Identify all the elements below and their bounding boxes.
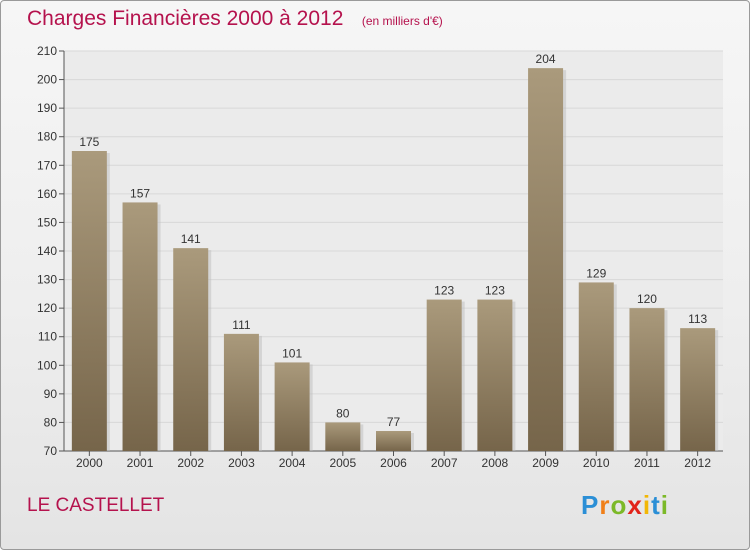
bar	[274, 362, 310, 451]
bar	[71, 151, 107, 451]
x-tick-label: 2004	[279, 456, 306, 470]
logo-letter: i	[642, 490, 652, 520]
y-tick-label: 120	[37, 301, 57, 315]
bar	[578, 282, 614, 451]
bar-value-label: 120	[637, 292, 657, 306]
bar	[173, 248, 209, 451]
bar	[325, 422, 361, 451]
y-tick-label: 90	[44, 387, 58, 401]
bar-value-label: 111	[232, 318, 251, 332]
bar-value-label: 80	[336, 406, 350, 420]
x-tick-label: 2009	[532, 456, 559, 470]
x-tick-label: 2006	[380, 456, 407, 470]
y-tick-label: 100	[37, 358, 57, 372]
y-tick-label: 140	[37, 244, 57, 258]
y-tick-label: 80	[44, 415, 58, 429]
x-tick-label: 2003	[228, 456, 255, 470]
commune-name: LE CASTELLET	[27, 495, 165, 516]
bar-value-label: 157	[130, 186, 150, 200]
y-tick-label: 160	[37, 187, 57, 201]
x-tick-label: 2012	[684, 456, 711, 470]
bar	[376, 431, 411, 451]
y-tick-label: 190	[37, 101, 57, 115]
y-tick-label: 170	[37, 158, 57, 172]
chart-title: Charges Financières 2000 à 2012	[27, 7, 344, 30]
bar-value-label: 123	[434, 284, 454, 298]
logo-letter: t	[651, 490, 661, 520]
x-tick-label: 2005	[329, 456, 356, 470]
logo-letter: P	[581, 490, 600, 520]
bar	[223, 333, 259, 451]
y-tick-label: 180	[37, 130, 57, 144]
bar-value-label: 129	[586, 266, 606, 280]
y-tick-label: 150	[37, 215, 57, 229]
y-tick-label: 210	[37, 44, 57, 58]
logo-letter: r	[599, 490, 611, 520]
y-tick-label: 70	[44, 444, 58, 458]
y-tick-label: 110	[38, 330, 57, 344]
x-tick-label: 2011	[634, 456, 660, 470]
bar-value-label: 175	[79, 135, 99, 149]
bar	[629, 308, 665, 451]
bar-value-label: 204	[536, 52, 556, 66]
bar-value-label: 77	[387, 415, 401, 429]
x-tick-label: 2007	[431, 456, 458, 470]
bar-value-label: 113	[688, 312, 707, 326]
x-tick-label: 2010	[583, 456, 610, 470]
chart-subtitle: (en milliers d'€)	[361, 14, 443, 28]
bar	[426, 299, 462, 451]
x-tick-label: 2001	[127, 456, 154, 470]
logo-letter: o	[610, 490, 628, 520]
logo-letter: x	[627, 490, 643, 520]
bar	[680, 328, 716, 451]
bar	[528, 68, 564, 452]
bar-value-label: 101	[282, 346, 302, 360]
bar-value-label: 141	[181, 232, 201, 246]
bar-value-label: 123	[485, 284, 505, 298]
bar	[477, 299, 513, 451]
chart-title-block: Charges Financières 2000 à 2012 (en mill…	[27, 7, 443, 31]
x-tick-label: 2002	[177, 456, 204, 470]
bar	[122, 202, 158, 451]
x-tick-label: 2000	[76, 456, 103, 470]
x-tick-label: 2008	[482, 456, 509, 470]
proxiti-logo: Proxiti	[581, 490, 669, 521]
y-tick-label: 200	[37, 73, 57, 87]
y-tick-label: 130	[37, 273, 57, 287]
logo-letter: i	[660, 490, 669, 520]
